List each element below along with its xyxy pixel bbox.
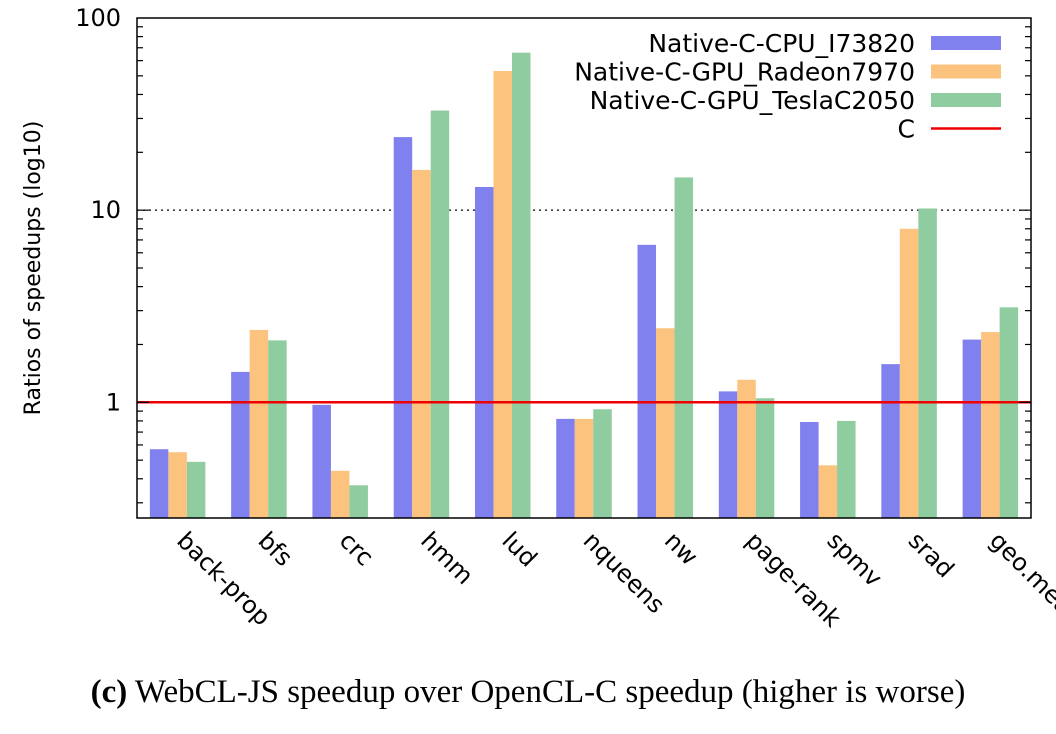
caption-label: (c) — [90, 674, 128, 710]
x-tick-nw: nw — [659, 526, 703, 570]
y-tick-label-1: 1 — [106, 388, 121, 416]
y-tick-labels: 1 10 100 — [75, 4, 121, 416]
bar-crc-2 — [349, 485, 368, 518]
y-tick-label-10: 10 — [90, 196, 121, 224]
legend-label-1: Native-C-GPU_Radeon7970 — [574, 58, 915, 87]
bar-srad-0 — [881, 364, 900, 518]
bar-spmv-2 — [837, 420, 856, 518]
bar-geo.mean-2 — [999, 307, 1019, 518]
bar-bfs-0 — [231, 371, 250, 518]
caption-text: WebCL-JS speedup over OpenCL-C speedup (… — [127, 674, 966, 710]
bar-bfs-1 — [249, 329, 269, 518]
bar-geo.mean-1 — [981, 332, 1000, 518]
bar-nqueens-0 — [556, 418, 575, 518]
bar-hmm-1 — [412, 169, 431, 518]
bar-lud-0 — [474, 186, 494, 518]
bar-hmm-0 — [393, 137, 413, 519]
bar-lud-2 — [511, 52, 531, 518]
bar-srad-2 — [918, 208, 937, 519]
bar-nqueens-2 — [593, 409, 612, 518]
bar-back-prop-0 — [149, 449, 169, 518]
bars-group — [149, 52, 1019, 519]
legend-swatch-1 — [931, 64, 1001, 79]
legend-label-0: Native-C-CPU_I73820 — [648, 29, 915, 58]
bar-bfs-2 — [268, 340, 287, 518]
x-tick-geo.mean: geo.mean — [984, 526, 1056, 631]
bar-hmm-2 — [430, 110, 450, 518]
bar-nw-2 — [674, 177, 694, 519]
bar-spmv-0 — [800, 421, 819, 518]
legend: Native-C-CPU_I73820Native-C-GPU_Radeon79… — [574, 29, 1001, 144]
y-axis-label: Ratios of speedups (log10) — [21, 121, 46, 416]
bar-geo.mean-0 — [962, 339, 982, 518]
bar-page-rank-1 — [737, 379, 756, 518]
y-tick-label-100: 100 — [75, 4, 121, 32]
bar-nw-1 — [656, 328, 675, 518]
bar-lud-1 — [493, 70, 512, 518]
legend-swatch-2 — [931, 93, 1001, 107]
bar-srad-1 — [899, 228, 919, 519]
legend-swatch-0 — [931, 36, 1001, 50]
x-tick-bfs: bfs — [253, 526, 298, 571]
bar-nqueens-1 — [574, 418, 594, 518]
bar-spmv-1 — [818, 465, 838, 518]
legend-label-2: Native-C-GPU_TeslaC2050 — [590, 86, 915, 115]
x-tick-hmm: hmm — [415, 526, 479, 590]
bar-crc-0 — [312, 404, 331, 518]
x-tick-lud: lud — [496, 526, 542, 572]
bar-back-prop-2 — [186, 461, 206, 518]
legend-label-3: C — [898, 115, 915, 144]
bar-crc-1 — [330, 470, 350, 518]
x-tick-srad: srad — [903, 526, 960, 583]
bar-back-prop-1 — [168, 452, 187, 518]
x-tick-nqueens: nqueens — [578, 526, 671, 619]
x-tick-crc: crc — [334, 526, 379, 571]
bar-nw-0 — [637, 244, 657, 518]
x-tick-spmv: spmv — [822, 526, 888, 592]
figure-caption: (c) WebCL-JS speedup over OpenCL-C speed… — [0, 674, 1056, 711]
axes-group — [136, 17, 1032, 519]
bar-page-rank-0 — [718, 391, 738, 518]
bar-page-rank-2 — [755, 398, 775, 518]
